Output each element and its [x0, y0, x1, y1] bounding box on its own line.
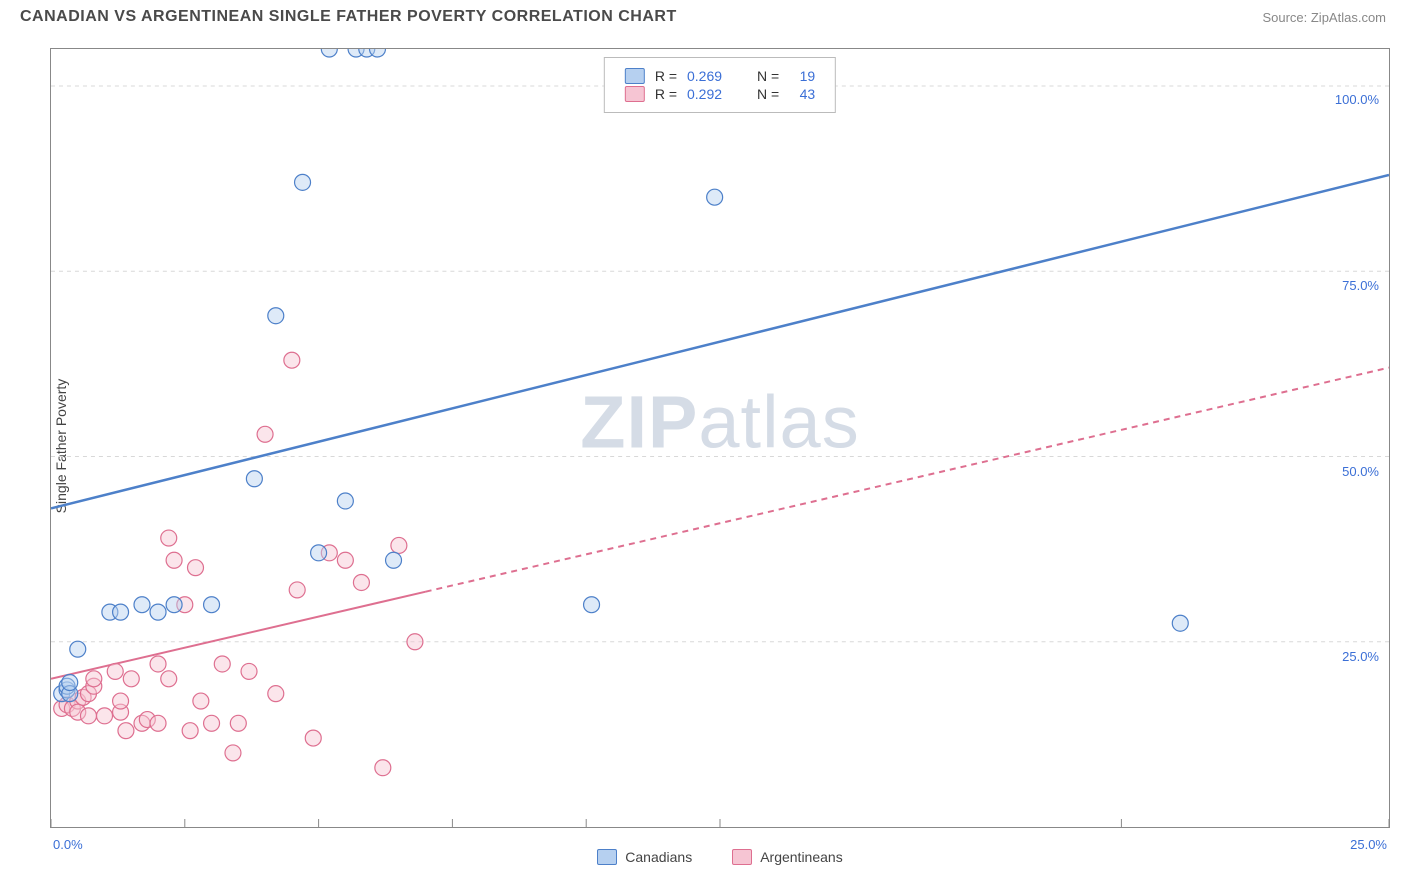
r-value: 0.292	[687, 86, 737, 102]
n-value: 43	[789, 86, 815, 102]
legend-label: Argentineans	[760, 849, 843, 865]
scatter-plot-svg	[51, 49, 1389, 827]
chart-area: Single Father Poverty ZIPatlas R = 0.269…	[50, 48, 1390, 828]
legend-item-canadians: Canadians	[597, 849, 692, 865]
bottom-legend: Canadians Argentineans	[51, 849, 1389, 865]
r-label: R =	[655, 86, 677, 102]
stats-swatch-canadians	[625, 68, 645, 84]
y-tick-label: 75.0%	[1342, 278, 1379, 293]
stats-swatch-argentineans	[625, 86, 645, 102]
legend-label: Canadians	[625, 849, 692, 865]
n-value: 19	[789, 68, 815, 84]
y-tick-label: 50.0%	[1342, 464, 1379, 479]
source-label: Source: ZipAtlas.com	[1262, 10, 1386, 25]
chart-header: CANADIAN VS ARGENTINEAN SINGLE FATHER PO…	[0, 0, 1406, 34]
y-tick-label: 100.0%	[1335, 92, 1379, 107]
n-label: N =	[757, 68, 779, 84]
legend-swatch-canadians	[597, 849, 617, 865]
correlation-stats-box: R = 0.269 N = 19 R = 0.292 N = 43	[604, 57, 836, 113]
chart-title: CANADIAN VS ARGENTINEAN SINGLE FATHER PO…	[20, 8, 677, 26]
stats-row: R = 0.292 N = 43	[625, 86, 815, 102]
r-value: 0.269	[687, 68, 737, 84]
r-label: R =	[655, 68, 677, 84]
legend-item-argentineans: Argentineans	[732, 849, 843, 865]
y-tick-label: 25.0%	[1342, 649, 1379, 664]
legend-swatch-argentineans	[732, 849, 752, 865]
stats-row: R = 0.269 N = 19	[625, 68, 815, 84]
n-label: N =	[757, 86, 779, 102]
